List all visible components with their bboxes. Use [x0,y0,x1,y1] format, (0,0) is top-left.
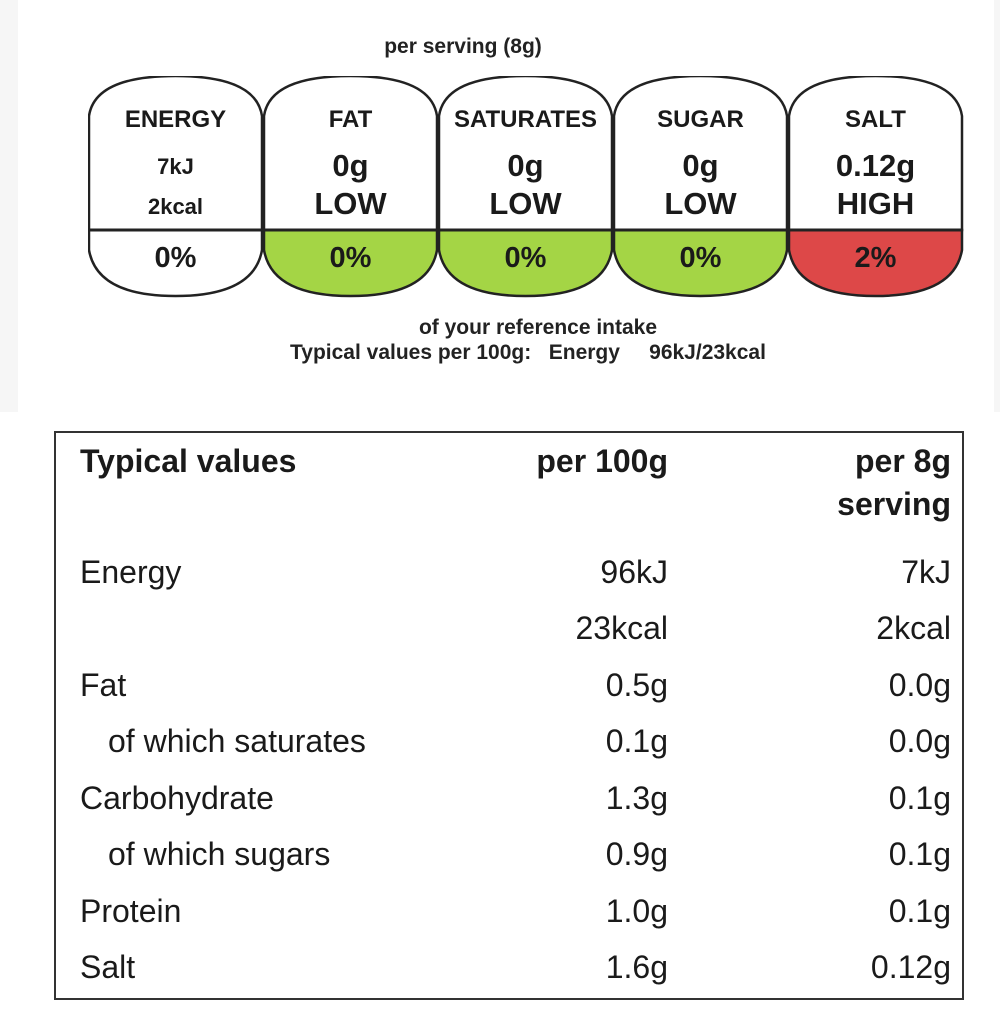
sugar-cell: SUGAR 0g LOW 0% [613,76,788,298]
typical-values-label: Typical values per 100g: [290,341,532,364]
salt-name: SALT [845,106,906,133]
sugar-level: LOW [664,186,737,221]
saturates-amount: 0g [507,148,544,183]
row-label: Energy [80,554,182,590]
row-per-serving: 0.1g [888,836,951,872]
row-label: Fat [80,667,127,703]
row-per100g: 96kJ [600,554,668,590]
row-per100g: 23kcal [575,610,669,646]
row-label: of which saturates [108,723,366,759]
sugar-name: SUGAR [657,106,744,133]
typical-values-line: Typical values per 100g: Energy 96kJ/23k… [290,341,766,365]
left-margin-strip [0,0,18,412]
saturates-name: SATURATES [453,106,598,133]
header-typical-values: Typical values [80,443,297,479]
cell-percent-band [612,228,789,298]
fat-cell: FAT 0g LOW 0% [263,76,438,298]
salt-cell: SALT 0.12g HIGH 2% [788,76,963,298]
row-per100g: 1.3g [605,780,668,816]
cell-percent-band [262,228,439,298]
fat-level: LOW [314,186,387,221]
typical-energy-value: 96kJ/23kcal [649,341,766,364]
sugar-percent: 0% [679,242,722,274]
cell-percent-band [437,228,614,298]
salt-amount: 0.12g [835,148,916,183]
header-per-serving-line1: per 8g [854,443,951,479]
cell-value-area [262,76,439,232]
cell-value-area [612,76,789,232]
row-per100g: 0.9g [605,836,668,872]
row-per-serving: 0.1g [888,893,951,929]
row-per-serving: 0.0g [888,667,951,703]
traffic-light-shapes [88,76,964,298]
cell-percent-band [88,228,264,298]
cell-value-area [787,76,964,232]
row-label: Protein [80,893,182,929]
typical-energy-label: Energy [548,341,620,364]
row-label: Carbohydrate [80,780,274,816]
saturates-level: LOW [489,186,562,221]
fat-percent: 0% [329,242,372,274]
row-per100g: 0.5g [605,667,668,703]
saturates-cell: SATURATES 0g LOW 0% [438,76,613,298]
row-label: of which sugars [108,836,331,872]
row-per-serving: 7kJ [901,554,951,590]
energy-kj: 7kJ [157,154,194,179]
front-of-pack-label: per serving (8g) ENERGY 7kJ 2kcal 0% FAT… [18,0,994,412]
row-per-serving: 0.12g [870,949,951,985]
row-label: Salt [80,949,136,985]
energy-percent: 0% [154,242,197,274]
energy-name: ENERGY [124,106,227,133]
salt-percent: 2% [854,242,897,274]
fat-amount: 0g [332,148,369,183]
cell-value-area [437,76,614,232]
cell-value-area [88,76,264,232]
reference-intake-note: of your reference intake [418,316,658,339]
row-per100g: 1.0g [605,893,668,929]
sugar-amount: 0g [682,148,719,183]
row-per-serving: 0.1g [888,780,951,816]
row-per100g: 0.1g [605,723,668,759]
row-per100g: 1.6g [605,949,668,985]
serving-size-title: per serving (8g) [384,35,542,58]
cell-percent-band [787,228,964,298]
right-margin-strip [994,0,1000,412]
nutrition-table: Typical values per 100g per 8g serving E… [54,431,964,1000]
header-per-serving-line2: serving [837,486,951,522]
energy-kcal: 2kcal [147,194,204,219]
saturates-percent: 0% [504,242,547,274]
row-per-serving: 0.0g [888,723,951,759]
header-per-100g: per 100g [536,443,668,479]
traffic-light-label: ENERGY 7kJ 2kcal 0% FAT 0g LOW 0% SATURA… [88,76,964,298]
energy-cell: ENERGY 7kJ 2kcal 0% [88,76,263,298]
salt-level: HIGH [836,186,915,221]
fat-name: FAT [328,106,373,133]
row-per-serving: 2kcal [876,610,951,646]
